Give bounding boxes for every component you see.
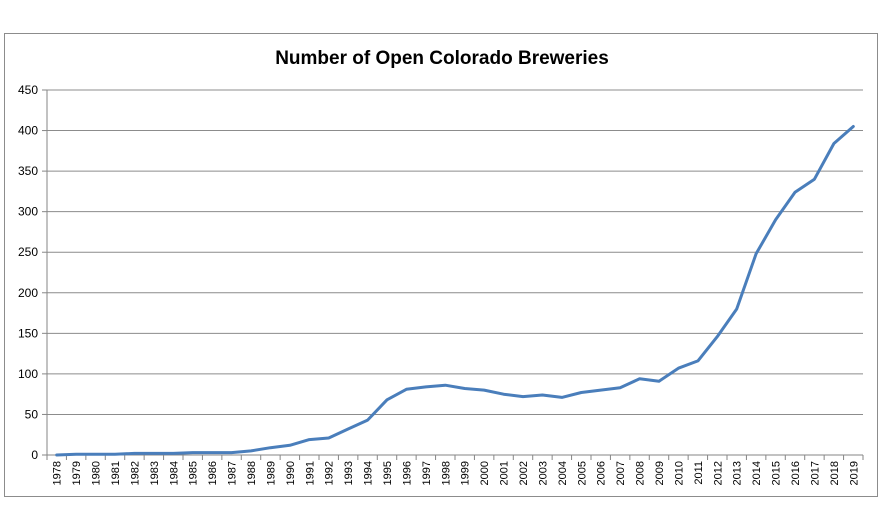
- y-tick-label: 250: [18, 245, 38, 259]
- x-tick-label: 1994: [363, 461, 375, 485]
- x-tick-label: 1979: [71, 461, 83, 485]
- x-tick-label: 1988: [246, 461, 258, 485]
- x-tick-label: 1982: [129, 461, 141, 485]
- x-tick-label: 1980: [91, 461, 103, 485]
- x-tick-label: 2011: [693, 461, 705, 485]
- x-tick-label: 1987: [227, 461, 239, 485]
- x-tick-label: 2004: [557, 461, 569, 485]
- x-tick-label: 1997: [421, 461, 433, 485]
- x-axis-tick-labels: 1978 1979 1980 1981 1982 1983 1984 1985 1986 1987…: [52, 461, 861, 485]
- x-tick-label: 2009: [654, 461, 666, 485]
- x-tick-label: 1985: [188, 461, 200, 485]
- x-tick-label: 1998: [440, 461, 452, 485]
- x-tick-label: 2016: [790, 461, 802, 485]
- x-tick-label: 1989: [265, 461, 277, 485]
- x-tick-label: 1993: [343, 461, 355, 485]
- x-tick-label: 2014: [751, 461, 763, 485]
- x-tick-label: 1996: [401, 461, 413, 485]
- x-tick-label: 1999: [460, 461, 472, 485]
- x-tick-label: 1991: [304, 461, 316, 485]
- x-tick-label: 2013: [732, 461, 744, 485]
- y-tick-label: 100: [18, 367, 38, 381]
- y-tick-label: 350: [18, 164, 38, 178]
- x-tick-label: 2008: [635, 461, 647, 485]
- y-tick-label: 150: [18, 326, 38, 340]
- y-tick-label: 200: [18, 286, 38, 300]
- x-tick-label: 2017: [809, 461, 821, 485]
- x-tick-label: 2018: [829, 461, 841, 485]
- x-tick-label: 2006: [596, 461, 608, 485]
- chart-frame: [4, 33, 878, 497]
- x-tick-label: 2015: [771, 461, 783, 485]
- y-tick-label: 400: [18, 124, 38, 138]
- gridlines: [42, 89, 863, 456]
- x-tick-label: 2003: [537, 461, 549, 485]
- x-tick-label: 2019: [848, 461, 860, 485]
- x-tick-label: 1983: [149, 461, 161, 485]
- x-tick-label: 2000: [479, 461, 491, 485]
- y-axis-tick-labels: 0 50 100 150 200 250 300 350 400 450: [18, 83, 38, 462]
- x-tick-label: 1995: [382, 461, 394, 485]
- y-tick-label: 50: [25, 407, 39, 421]
- y-tick-label: 0: [31, 448, 38, 462]
- x-tick-label: 2010: [673, 461, 685, 485]
- x-tick-label: 1981: [110, 461, 122, 485]
- chart-title: Number of Open Colorado Breweries: [275, 48, 609, 69]
- x-tick-label: 1984: [168, 461, 180, 485]
- x-tick-label: 2001: [499, 461, 511, 485]
- series-line: [55, 125, 855, 457]
- series-group: [55, 125, 855, 457]
- x-tick-label: 1992: [324, 461, 336, 485]
- x-tick-label: 2002: [518, 461, 530, 485]
- x-tick-label: 2012: [712, 461, 724, 485]
- x-tick-label: 1978: [52, 461, 64, 485]
- x-tick-label: 1986: [207, 461, 219, 485]
- x-axis: [46, 90, 864, 460]
- y-tick-label: 450: [18, 83, 38, 97]
- x-tick-label: 2007: [615, 461, 627, 485]
- x-tick-label: 2005: [576, 461, 588, 485]
- x-tick-label: 1990: [285, 461, 297, 485]
- y-tick-label: 300: [18, 205, 38, 219]
